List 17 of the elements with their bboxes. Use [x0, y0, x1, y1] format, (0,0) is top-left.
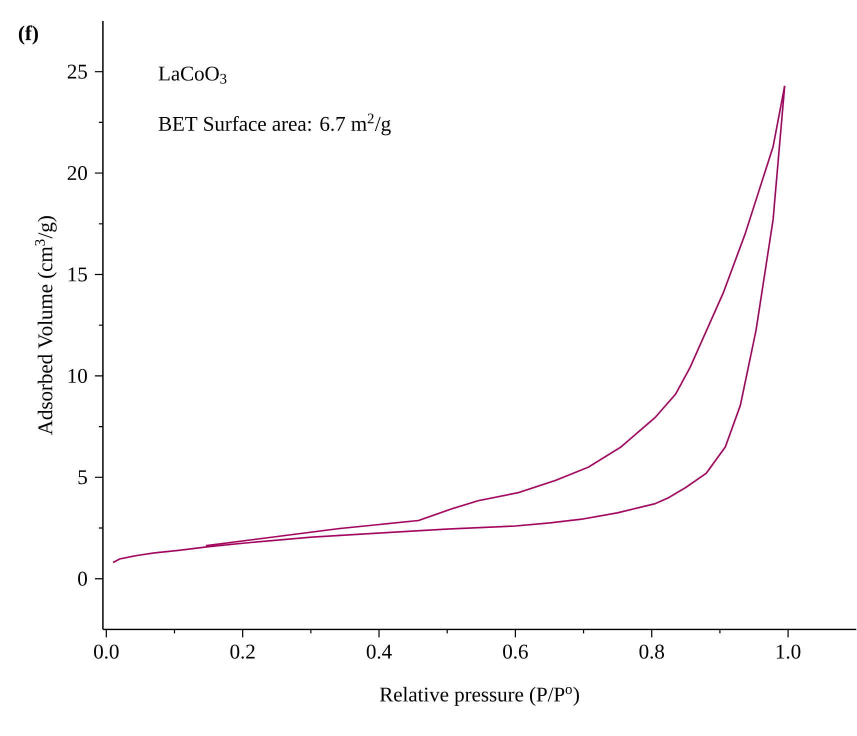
y-tick-label: 25: [68, 64, 87, 79]
y-tick-label: 5: [78, 470, 87, 484]
x-axis-title: Relative pressure (P/P$^{o}$): [380, 686, 579, 706]
y-tick-label: 0: [78, 572, 87, 586]
y-tick-label: 15: [68, 267, 87, 282]
y-axis-title: Adsorbed Volume (cm$^{3}$/g): [35, 216, 57, 435]
x-tick-label: 1.0: [776, 644, 800, 659]
annotation: BET Surface area: 6.7 m$^{2}$/g: [158, 113, 391, 136]
x-tick-label: 0.8: [639, 644, 664, 659]
y-tick-label: 20: [68, 166, 87, 180]
text: (f): [18, 25, 38, 44]
x-tick-label: 0.2: [230, 644, 255, 659]
y-tick-label: 10: [68, 368, 87, 383]
x-tick-label: 0.0: [94, 644, 119, 659]
annotation: LaCoO$_{3}$: [158, 66, 226, 84]
x-tick-label: 0.4: [366, 644, 392, 659]
x-tick-label: 0.6: [503, 644, 528, 659]
